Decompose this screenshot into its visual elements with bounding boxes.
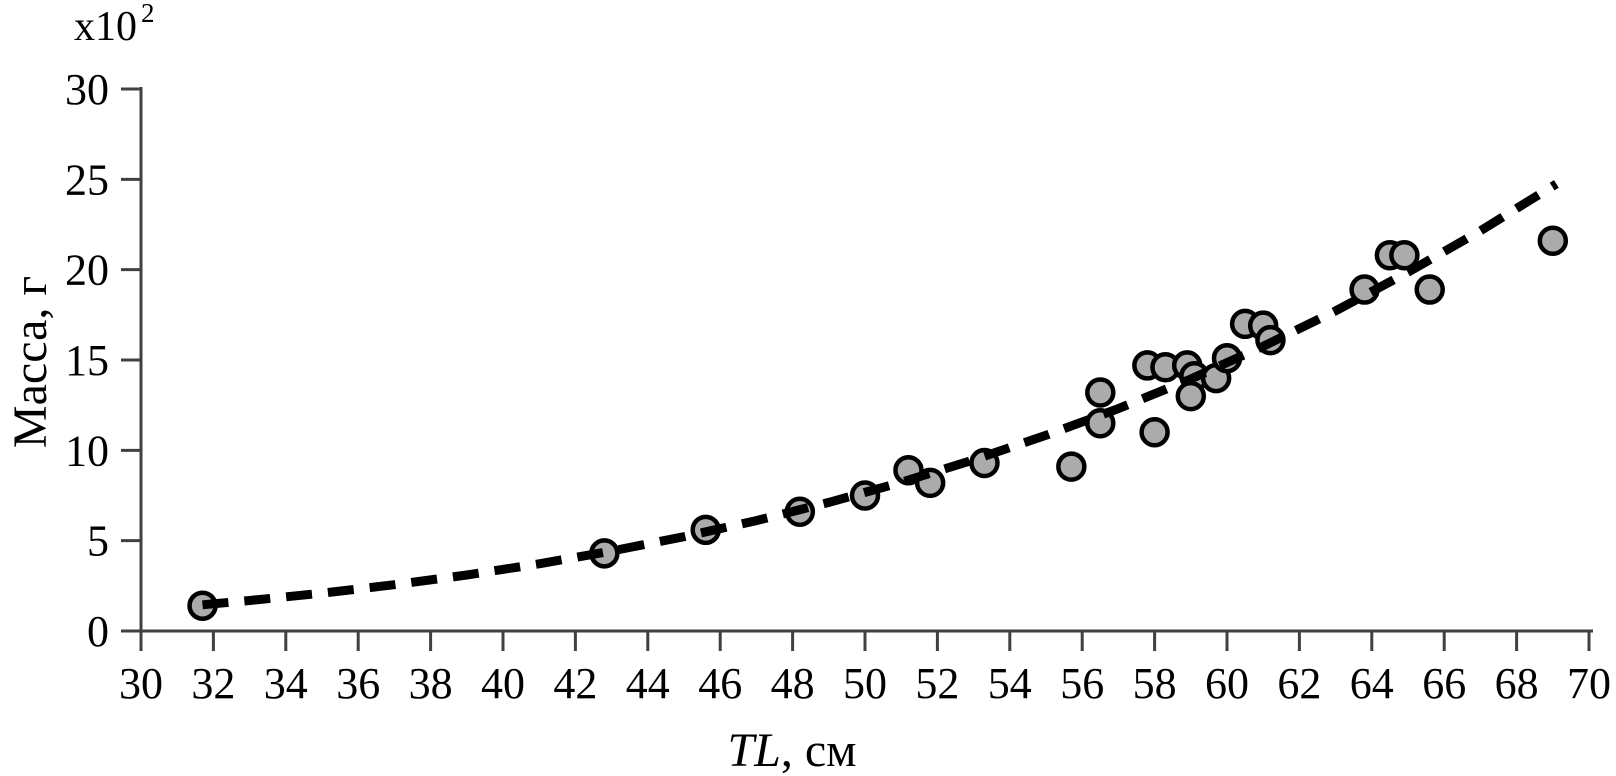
y-tick-label: 10 xyxy=(65,426,109,475)
y-tick-label: 15 xyxy=(65,336,109,385)
x-tick-label: 54 xyxy=(988,659,1032,708)
data-point xyxy=(1389,239,1420,271)
x-axis-tick-labels: 30 32 34 36 38 40 42 44 46 48 50 52 54 56 58 60 62 64 66 68… xyxy=(119,659,1611,708)
data-series xyxy=(187,225,1569,621)
trend-curve xyxy=(202,180,1559,610)
x-tick-label: 30 xyxy=(119,659,163,708)
x-tick-label: 56 xyxy=(1060,659,1104,708)
axes xyxy=(139,87,1593,633)
x-tick-label: 42 xyxy=(553,659,597,708)
data-point xyxy=(1537,225,1569,257)
x-tick-label: 52 xyxy=(915,659,959,708)
x-tick-label: 44 xyxy=(626,659,670,708)
x-tick-label: 36 xyxy=(336,659,380,708)
y-tick-label: 5 xyxy=(87,517,109,566)
x-tick-label: 66 xyxy=(1422,659,1466,708)
x-axis-title: TL, см xyxy=(727,724,856,776)
x-tick-label: 70 xyxy=(1567,659,1611,708)
y-axis-tick-labels: 0 5 10 15 20 25 30 xyxy=(65,65,109,656)
x-tick-label: 32 xyxy=(191,659,235,708)
x-tick-label: 34 xyxy=(264,659,308,708)
data-point xyxy=(1175,380,1207,412)
x-tick-label: 60 xyxy=(1205,659,1249,708)
x-axis-ticks xyxy=(139,631,1591,651)
x-tick-label: 64 xyxy=(1350,659,1394,708)
x-axis-title-rest: , см xyxy=(781,724,857,776)
data-point xyxy=(1139,417,1170,448)
x-axis-title-italic: TL xyxy=(727,724,780,776)
x-tick-label: 68 xyxy=(1495,659,1539,708)
y-axis-title: Масса, г xyxy=(4,276,57,448)
data-point xyxy=(1085,377,1116,408)
data-point xyxy=(1056,451,1087,482)
x-tick-label: 46 xyxy=(698,659,742,708)
y-scale-label: x10 2 xyxy=(74,0,155,50)
x-tick-label: 38 xyxy=(409,659,453,708)
y-tick-label: 25 xyxy=(65,155,109,204)
y-axis-ticks xyxy=(121,87,141,633)
y-tick-label: 30 xyxy=(65,65,109,114)
x-tick-label: 40 xyxy=(481,659,525,708)
y-tick-label: 0 xyxy=(87,607,109,656)
x-tick-label: 58 xyxy=(1133,659,1177,708)
trend-line xyxy=(202,180,1559,610)
x-tick-label: 48 xyxy=(771,659,815,708)
y-scale-exponent: 2 xyxy=(141,0,155,28)
y-tick-label: 20 xyxy=(65,246,109,295)
data-point xyxy=(1414,274,1445,305)
x-tick-label: 50 xyxy=(843,659,887,708)
x-tick-label: 62 xyxy=(1277,659,1321,708)
